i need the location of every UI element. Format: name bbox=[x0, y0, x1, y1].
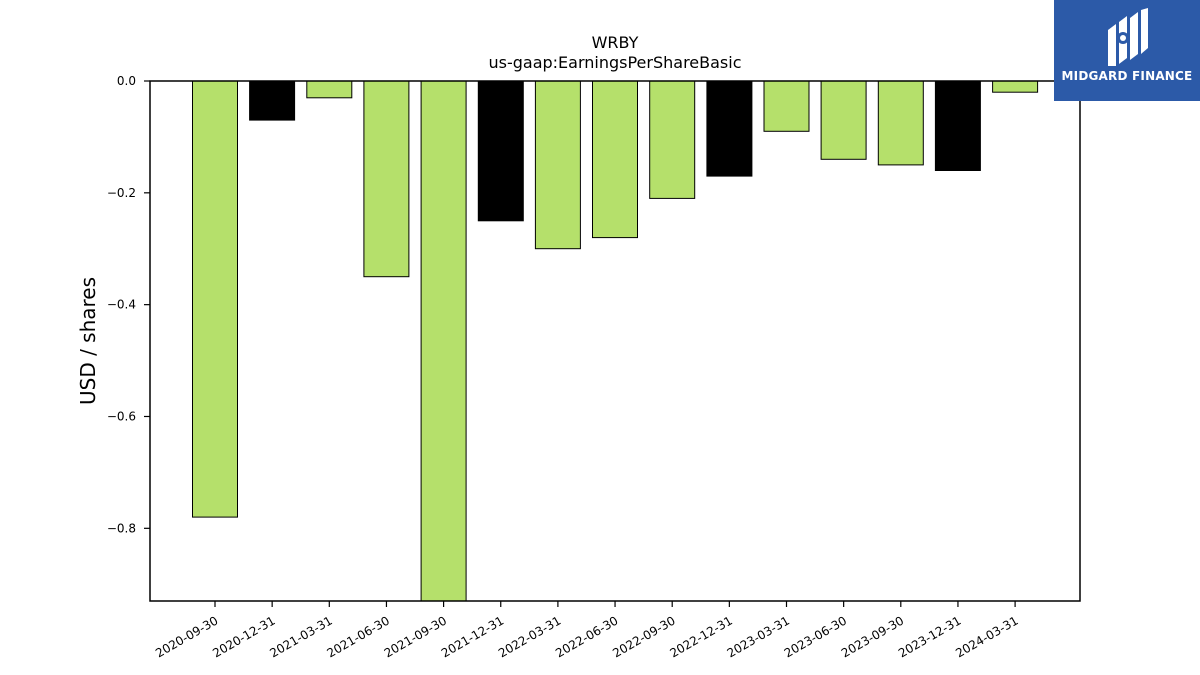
x-tick-label: 2022-09-30 bbox=[610, 613, 677, 660]
bar-2024-03-31 bbox=[992, 80, 1039, 93]
bar-2023-03-31 bbox=[763, 80, 810, 132]
bar-2023-06-30 bbox=[820, 80, 867, 160]
bar-2022-09-30 bbox=[649, 80, 696, 199]
bar-2023-12-31 bbox=[934, 80, 981, 171]
x-tick-label: 2022-12-31 bbox=[667, 613, 734, 660]
y-tick-label: 0.0 bbox=[117, 74, 136, 88]
x-tick-label: 2022-06-30 bbox=[553, 613, 620, 660]
bar-2023-09-30 bbox=[877, 80, 924, 166]
x-tick-label: 2023-09-30 bbox=[839, 613, 906, 660]
bar-2022-06-30 bbox=[592, 80, 638, 239]
bars-layer bbox=[192, 80, 1039, 602]
bar-2022-12-31 bbox=[706, 80, 753, 177]
y-tick-label: −0.4 bbox=[107, 298, 136, 312]
bar-2020-09-30 bbox=[192, 80, 238, 518]
x-axis-ticks: 2020-09-302020-12-312021-03-312021-06-30… bbox=[153, 601, 1021, 660]
bar-2021-12-31 bbox=[477, 80, 524, 222]
x-tick-label: 2024-03-31 bbox=[953, 613, 1020, 660]
x-tick-label: 2023-06-30 bbox=[782, 613, 849, 660]
bar-2021-06-30 bbox=[363, 80, 410, 278]
x-tick-label: 2021-09-30 bbox=[382, 613, 449, 660]
x-tick-label: 2022-03-31 bbox=[496, 613, 563, 660]
x-tick-label: 2023-12-31 bbox=[896, 613, 963, 660]
bar-2022-03-31 bbox=[534, 80, 581, 250]
brand-name: MIDGARD FINANCE bbox=[1061, 69, 1193, 83]
plot-frame bbox=[149, 80, 1081, 602]
y-tick-label: −0.2 bbox=[107, 186, 136, 200]
bar-2021-09-30 bbox=[420, 80, 467, 602]
y-tick-label: −0.6 bbox=[107, 409, 136, 423]
bar-2020-12-31 bbox=[249, 80, 296, 121]
x-tick-label: 2021-06-30 bbox=[325, 613, 392, 660]
x-tick-label: 2021-03-31 bbox=[267, 613, 334, 660]
x-tick-label: 2020-09-30 bbox=[153, 613, 220, 660]
chart-title: WRBY bbox=[592, 33, 639, 52]
y-axis-ticks: 0.0 −0.2 −0.4 −0.6 −0.8 bbox=[107, 74, 150, 535]
bar-2021-03-31 bbox=[306, 80, 353, 99]
x-tick-label: 2020-12-31 bbox=[210, 613, 277, 660]
brand-logo: MIDGARD FINANCE bbox=[1054, 0, 1200, 101]
y-axis-label: USD / shares bbox=[76, 277, 100, 405]
chart-subtitle: us-gaap:EarningsPerShareBasic bbox=[488, 53, 741, 72]
midgard-logo-icon bbox=[1108, 8, 1148, 66]
x-tick-label: 2023-03-31 bbox=[725, 613, 792, 660]
y-tick-label: −0.8 bbox=[107, 521, 136, 535]
x-tick-label: 2021-12-31 bbox=[439, 613, 506, 660]
